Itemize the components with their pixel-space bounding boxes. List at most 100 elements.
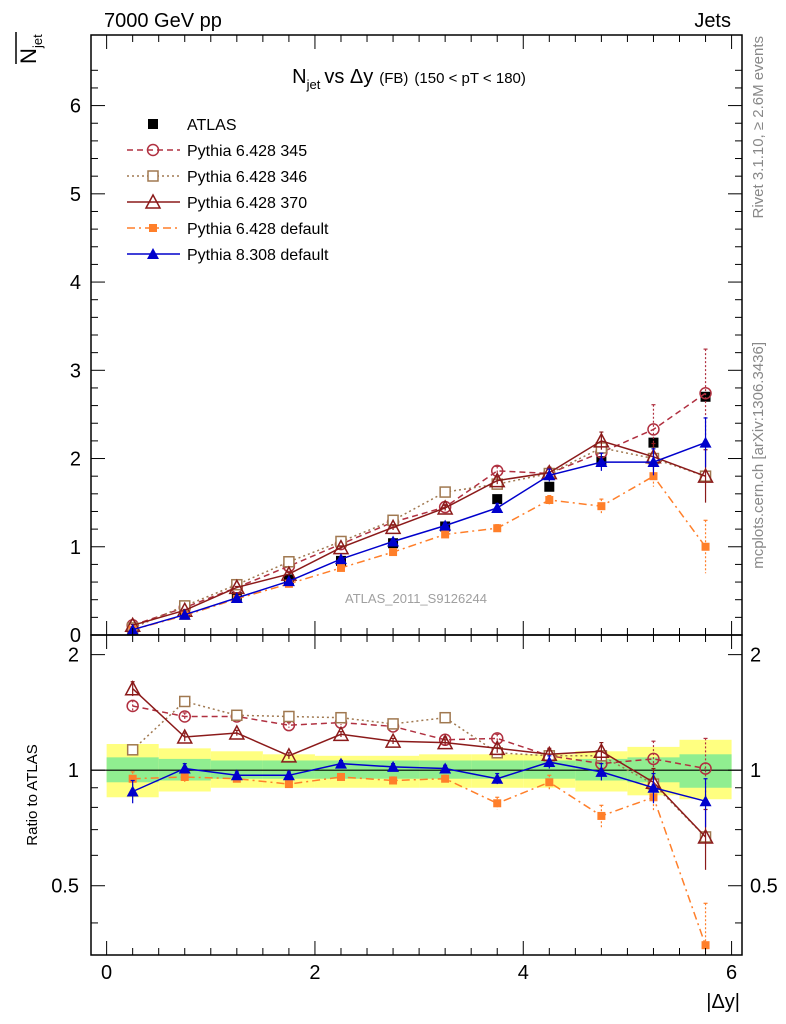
legend-label-p8def: Pythia 8.308 default — [187, 247, 329, 264]
main-ylabel: N jet — [15, 32, 45, 64]
main-point-p8def — [595, 456, 608, 468]
legend-label-p345: Pythia 6.428 345 — [187, 143, 307, 160]
ratio-ytick-label-right: 0.5 — [750, 876, 778, 898]
ratio-point-p346 — [126, 744, 139, 756]
main-point-p370 — [697, 467, 714, 483]
ratio-point-p8def — [491, 772, 504, 784]
header-right: Jets — [694, 10, 731, 32]
ratio-point-p345 — [126, 699, 139, 713]
main-series-p8def — [126, 417, 712, 635]
ratio-point-p6def — [389, 776, 398, 785]
ratio-point-p8def — [387, 760, 400, 772]
ratio-point-p8def — [439, 762, 452, 774]
ratio-point-p6def — [180, 772, 189, 781]
legend-marker-p346 — [147, 170, 159, 182]
legend-entry-p6def: Pythia 6.428 default — [127, 221, 329, 238]
main-point-p6def — [441, 530, 450, 539]
ratio-series-layer — [124, 680, 714, 955]
rivet-version: Rivet 3.1.10, ≥ 2.6M events — [750, 36, 767, 219]
main-series-p345 — [126, 348, 712, 632]
legend-marker-atlas — [148, 119, 158, 129]
ratio-point-p6def — [284, 780, 293, 789]
main-point-p8def — [647, 456, 660, 468]
ratio-point-p346 — [335, 711, 347, 724]
ratio-series-p6def — [128, 771, 710, 955]
ratio-point-p6def — [441, 774, 450, 783]
legend-entry-p345: Pythia 6.428 345 — [127, 143, 307, 160]
main-line-p6def — [132, 475, 707, 631]
ratio-point-p370 — [488, 739, 506, 756]
ratio-line-p345 — [132, 705, 706, 770]
main-ylabel-sub: jet — [30, 34, 45, 49]
ratio-point-p370 — [124, 680, 141, 696]
main-line-p8def — [132, 441, 706, 631]
ratio-point-p370 — [332, 725, 350, 742]
x-axis-label: |Δy| — [706, 991, 740, 1013]
ratio-ytick-label: 1 — [68, 760, 79, 782]
main-point-p6def — [545, 496, 554, 504]
legend-entry-p8def: Pythia 8.308 default — [127, 247, 329, 264]
main-ytick-label: 4 — [70, 272, 81, 294]
ratio-line-p8def — [132, 761, 706, 802]
main-ytick-label: 5 — [70, 184, 81, 206]
ratio-point-p345 — [699, 762, 712, 775]
legend-marker-p345 — [146, 143, 160, 157]
ratio-point-p370 — [593, 742, 610, 759]
ratio-point-p8def — [647, 781, 660, 793]
ratio-point-p346 — [387, 718, 399, 730]
ratio-point-p346 — [439, 711, 451, 724]
main-point-p345 — [490, 464, 504, 478]
ratio-ytick-label: 2 — [68, 645, 79, 667]
ratio-ylabel: Ratio to ATLAS — [24, 744, 41, 845]
main-point-p6def — [336, 563, 345, 572]
main-point-p370 — [384, 518, 402, 535]
main-ylabel-n: N — [16, 48, 41, 64]
main-point-p370 — [593, 432, 610, 448]
ratio-ytick-label-right: 2 — [750, 645, 761, 667]
ratio-point-p6def — [545, 778, 554, 787]
main-point-p370 — [436, 499, 454, 515]
ratio-point-p8def — [595, 765, 608, 777]
xtick-label: 0 — [101, 962, 112, 984]
ratio-point-p6def — [493, 799, 502, 808]
main-point-p8def — [282, 575, 295, 587]
main-point-p345 — [647, 423, 660, 436]
ratio-ytick-label-right: 1 — [750, 760, 761, 782]
main-series-layer — [124, 348, 714, 635]
main-point-p345 — [699, 386, 712, 400]
legend-label-p346: Pythia 6.428 346 — [187, 169, 307, 186]
main-point-p370 — [488, 472, 506, 488]
main-line-p370 — [132, 440, 706, 627]
mcplots-ref: mcplots.cern.ch [arXiv:1306.3436] — [750, 342, 767, 569]
legend-entry-p346: Pythia 6.428 346 — [127, 169, 307, 186]
ratio-point-p8def — [230, 769, 243, 781]
main-point-p8def — [178, 608, 191, 620]
ratio-point-p6def — [336, 772, 345, 781]
ratio-point-p346 — [178, 695, 191, 708]
main-point-p346 — [439, 486, 451, 498]
ratio-point-p370 — [697, 828, 714, 844]
main-point-p8def — [491, 501, 504, 513]
main-point-p8def — [387, 535, 400, 547]
ratio-line-p6def — [132, 776, 707, 946]
legend-marker-p6def — [149, 224, 157, 232]
main-point-atlas — [492, 494, 503, 505]
main-ytick-label: 2 — [70, 449, 81, 471]
legend-marker-p8def — [147, 248, 159, 259]
title-n: N — [292, 66, 306, 88]
ratio-point-p8def — [543, 756, 556, 768]
xtick-label: 6 — [726, 962, 737, 984]
title-fb: (FB) — [379, 70, 408, 87]
analysis-watermark: ATLAS_2011_S9126244 — [345, 591, 487, 606]
ratio-point-p6def — [128, 774, 137, 783]
main-ytick-label: 0 — [70, 625, 81, 647]
main-point-p6def — [649, 472, 658, 481]
main-point-atlas — [700, 391, 711, 402]
main-point-p8def — [543, 469, 556, 481]
legend-entry-atlas: ATLAS — [148, 117, 237, 134]
main-title: Njet vs Δy (FB) (150 < pT < 180) — [292, 66, 526, 92]
main-point-p8def — [230, 591, 243, 603]
main-ytick-label: 3 — [70, 360, 81, 382]
main-point-p8def — [699, 436, 712, 448]
